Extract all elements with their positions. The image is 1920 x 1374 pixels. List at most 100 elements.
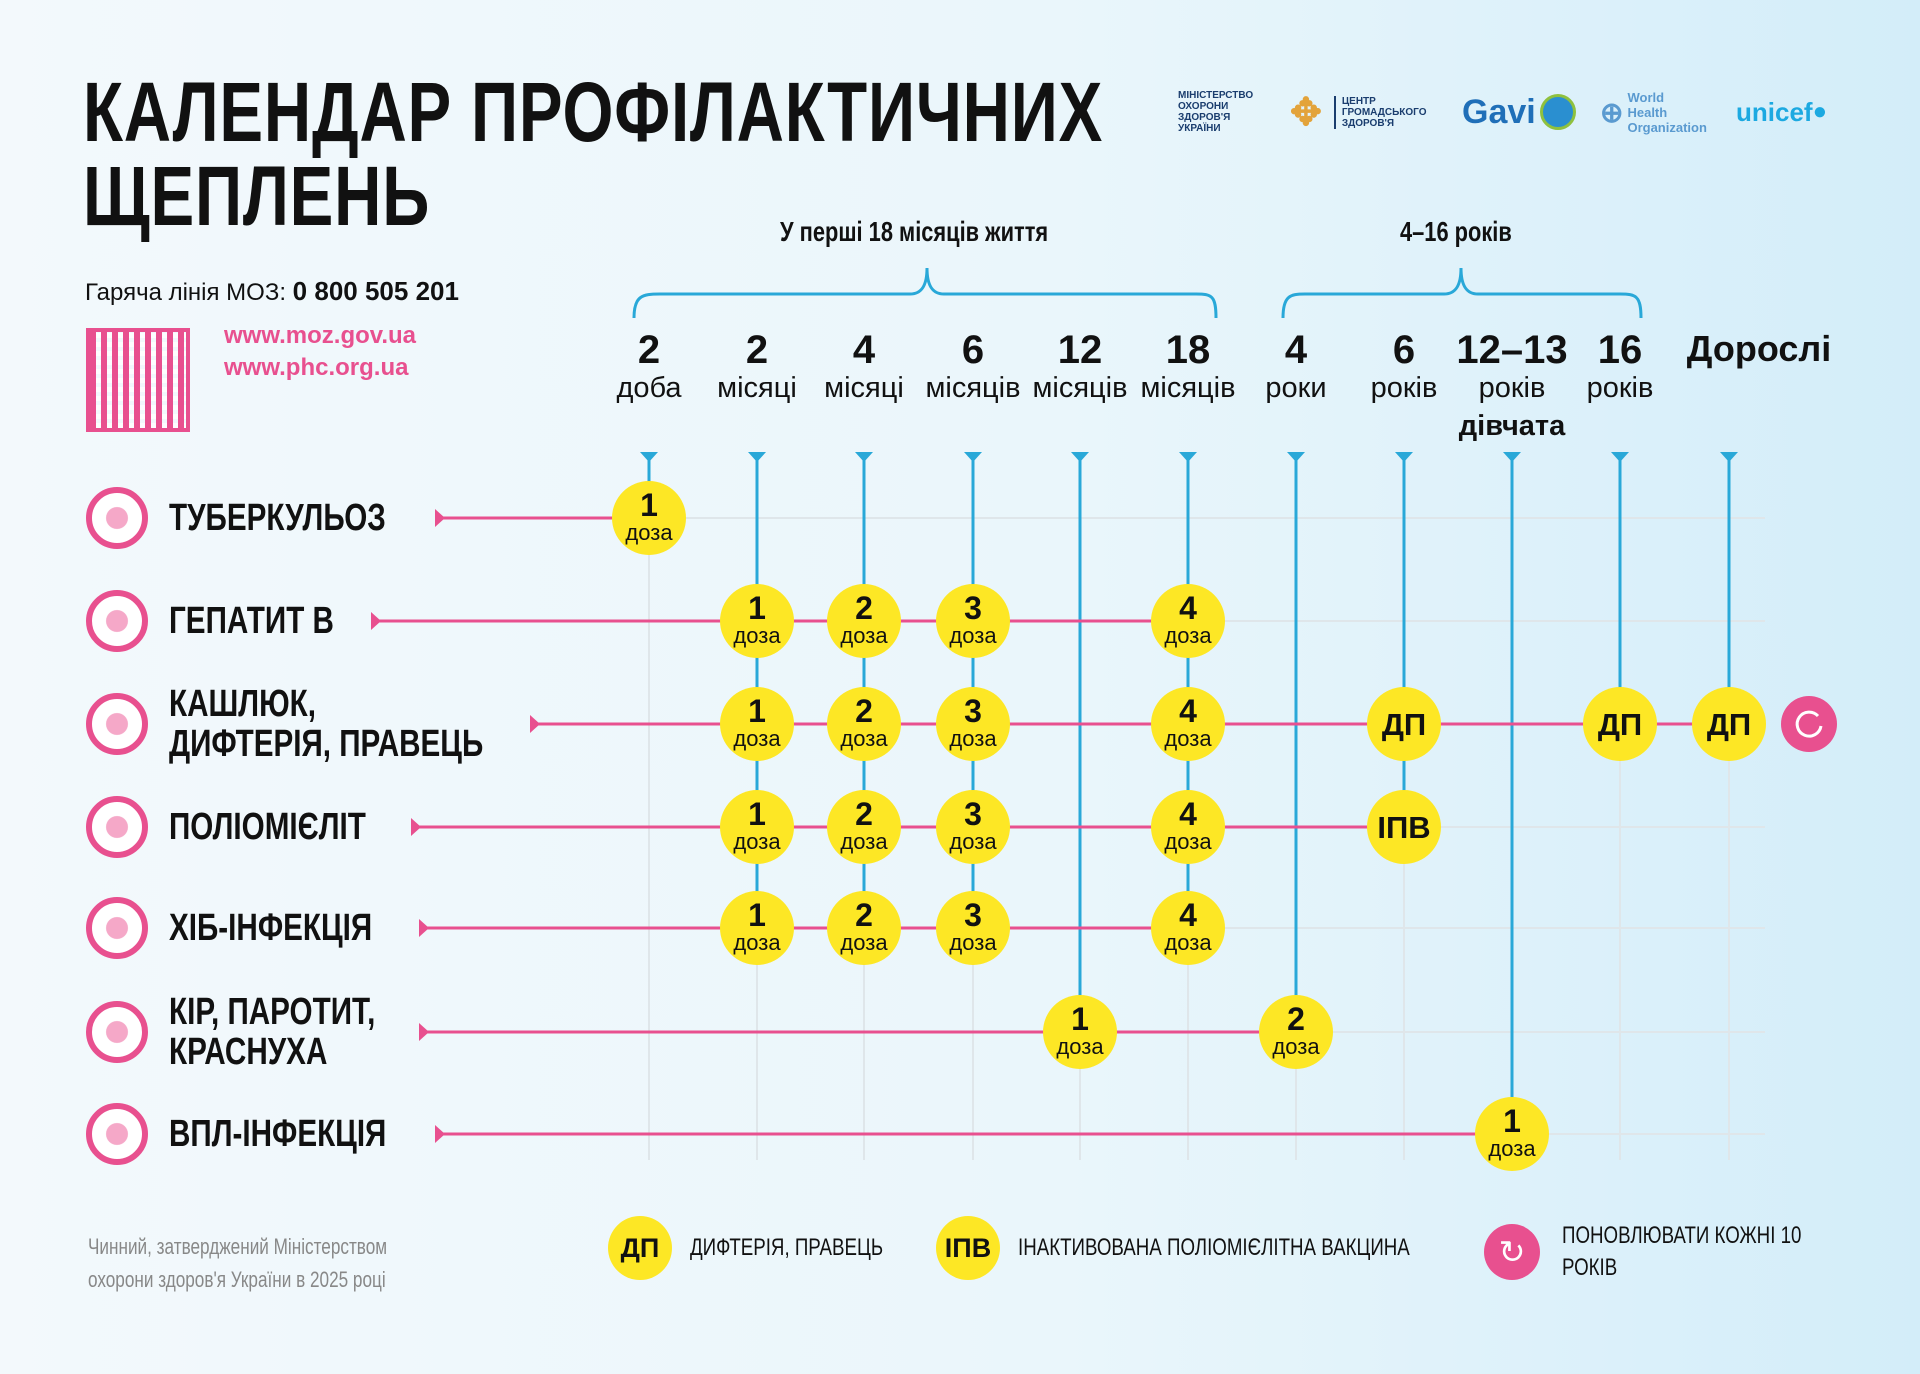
phc-star-icon: ✥ (1290, 91, 1322, 134)
dose-unit: доза (625, 520, 673, 545)
disease-icon (86, 897, 148, 959)
arrow-icon (435, 509, 445, 527)
footer-line: Чинний, затверджений Міністерством (88, 1234, 388, 1259)
column-age: 2 (637, 328, 661, 372)
column-marker-icon (1503, 452, 1521, 462)
dose-unit: доза (840, 829, 888, 854)
who-emblem-icon: ⊕ (1600, 96, 1624, 128)
dose-unit: доза (1056, 1034, 1104, 1059)
legend-renew: ↻ ПОНОВЛЮВАТИ КОЖНІ 10 РОКІВ (1484, 1220, 1882, 1284)
dose-unit: доза (1272, 1034, 1320, 1059)
disease-label-line: ХІБ-ІНФЕКЦІЯ (169, 907, 373, 949)
column-marker-icon (1395, 452, 1413, 462)
column-unit: років (1586, 372, 1654, 404)
dose-unit: доза (949, 930, 997, 955)
dose-badge (720, 891, 794, 965)
dose-vaccine: ДП (1707, 707, 1751, 742)
column-age: 18 (1165, 328, 1211, 372)
column-marker-icon (640, 452, 658, 462)
disease-icon (86, 590, 148, 652)
refresh-icon (1781, 696, 1837, 752)
disease-label-line: ПОЛІОМІЄЛІТ (169, 806, 366, 848)
disease-label-line: ДИФТЕРІЯ, ПРАВЕЦЬ (169, 723, 484, 765)
disease-label: КАШЛЮК, ДИФТЕРІЯ, ПРАВЕЦЬ (169, 684, 483, 764)
legend-text: ДИФТЕРІЯ, ПРАВЕЦЬ (690, 1234, 884, 1261)
column-marker-icon (748, 452, 766, 462)
footer-note: Чинний, затверджений Міністерством охоро… (88, 1230, 387, 1296)
group-label-infants: У перші 18 місяців життя (780, 216, 1049, 247)
dose-badge (1043, 995, 1117, 1069)
dose-number: 3 (964, 796, 982, 832)
footer-line: охорони здоров'я України в 2025 році (88, 1267, 386, 1292)
dose-number: 1 (640, 487, 658, 523)
legend-text: ПОНОВЛЮВАТИ КОЖНІ 10 РОКІВ (1562, 1222, 1802, 1281)
dose-vaccine: ДП (1598, 707, 1642, 742)
brace-infants (632, 267, 1218, 319)
group-label-children: 4–16 років (1400, 216, 1512, 247)
refresh-icon: ↻ (1484, 1224, 1540, 1280)
title-line: КАЛЕНДАР ПРОФІЛАКТИЧНИХ (83, 65, 1104, 159)
disease-label-line: ВПЛ-ІНФЕКЦІЯ (169, 1113, 387, 1155)
dose-number: 4 (1179, 796, 1197, 832)
dose-badge (1151, 584, 1225, 658)
dose-number: 3 (964, 897, 982, 933)
dose-number: 1 (748, 590, 766, 626)
column-unit: місяці (717, 372, 797, 404)
dose-unit: доза (1488, 1136, 1536, 1161)
column-unit: місяців (1140, 372, 1236, 404)
column-marker-icon (1287, 452, 1305, 462)
qr-code[interactable] (86, 328, 190, 432)
arrow-icon (530, 715, 540, 733)
dose-badge (1692, 687, 1766, 761)
column-age: 12 (1057, 328, 1103, 372)
column-marker-icon (1071, 452, 1089, 462)
arrow-icon (435, 1125, 445, 1143)
disease-label-line: КАШЛЮК, (169, 683, 316, 725)
link-moz[interactable]: www.moz.gov.ua (224, 322, 417, 349)
legend-badge: ДП (608, 1216, 672, 1280)
dose-number: 4 (1179, 897, 1197, 933)
dose-unit: доза (949, 829, 997, 854)
dose-unit: доза (840, 726, 888, 751)
title-line: ЩЕПЛЕНЬ (83, 149, 431, 243)
dose-vaccine: ІПВ (1377, 810, 1430, 845)
column-age: 4 (1284, 328, 1308, 372)
dose-badge (1367, 687, 1441, 761)
dose-unit: доза (949, 726, 997, 751)
dose-number: 1 (1503, 1103, 1521, 1139)
dose-number: 2 (855, 693, 873, 729)
gavi-globe-icon (1539, 94, 1576, 130)
dose-unit: доза (733, 930, 781, 955)
dose-badge (1151, 891, 1225, 965)
column-age: 12–13 (1456, 328, 1568, 372)
dose-badge (827, 891, 901, 965)
disease-label: ТУБЕРКУЛЬОЗ (169, 498, 386, 538)
disease-label-line: КІР, ПАРОТИТ, (169, 991, 376, 1033)
dose-badge (827, 790, 901, 864)
disease-label: ХІБ-ІНФЕКЦІЯ (169, 908, 372, 948)
dose-vaccine: ДП (1382, 707, 1426, 742)
arrow-icon (371, 612, 381, 630)
dose-unit: доза (1164, 726, 1212, 751)
dose-badge (1259, 995, 1333, 1069)
page-title: КАЛЕНДАР ПРОФІЛАКТИЧНИХ ЩЕПЛЕНЬ (83, 70, 1103, 238)
dose-badge (1151, 790, 1225, 864)
column-unit: місяців (1032, 372, 1128, 404)
dose-number: 4 (1179, 590, 1197, 626)
unicef-icon: ● (1812, 98, 1828, 125)
link-phc[interactable]: www.phc.org.ua (224, 354, 409, 381)
dose-badge (827, 584, 901, 658)
dose-badge (720, 790, 794, 864)
dose-unit: доза (1164, 829, 1212, 854)
column-marker-icon (964, 452, 982, 462)
logo-gavi: Gavi (1462, 82, 1576, 142)
arrow-icon (419, 1023, 429, 1041)
column-unit: місяці (824, 372, 904, 404)
dose-badge (1367, 790, 1441, 864)
logo-moz: МІНІСТЕРСТВО ОХОРОНИ ЗДОРОВ'Я УКРАЇНИ (1178, 90, 1254, 134)
column-note: дівчата (1458, 410, 1566, 442)
disease-icon (86, 693, 148, 755)
disease-icon (86, 1103, 148, 1165)
column-unit: доба (616, 372, 682, 404)
dose-number: 2 (1287, 1001, 1305, 1037)
